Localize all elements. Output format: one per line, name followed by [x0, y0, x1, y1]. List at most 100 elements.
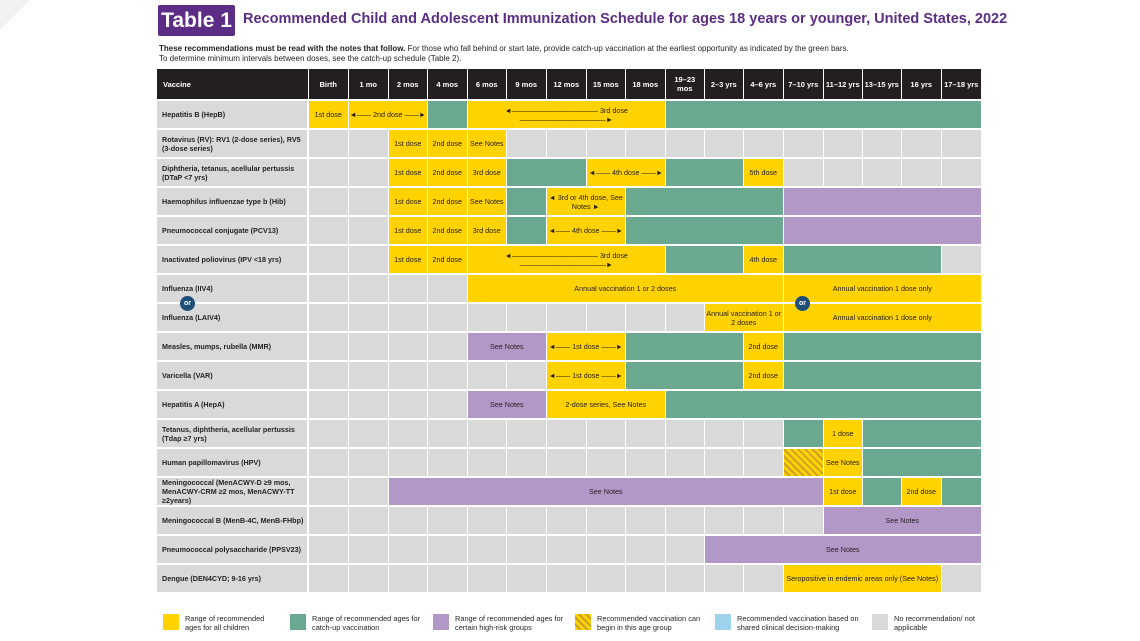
column-header: 9 mos	[507, 69, 546, 99]
legend-swatch	[433, 614, 449, 630]
legend-swatch	[715, 614, 731, 630]
schedule-bar	[626, 333, 743, 360]
empty-cell	[863, 159, 901, 186]
schedule-bar: See Notes	[824, 507, 981, 534]
schedule-bar: See Notes	[468, 130, 506, 157]
empty-cell	[349, 333, 388, 360]
empty-cell	[309, 188, 348, 215]
schedule-bar: 2nd dose	[428, 159, 467, 186]
empty-cell	[389, 565, 427, 592]
column-header: 7–10 yrs	[784, 69, 823, 99]
schedule-bar: ◄ 3rd or 4th dose, See Notes ►	[547, 188, 625, 215]
schedule-bar	[784, 333, 981, 360]
schedule-bar: 1st dose	[824, 478, 862, 505]
empty-cell	[349, 507, 388, 534]
schedule-bar	[863, 478, 901, 505]
row-label: Pneumococcal polysaccharide (PPSV23)	[157, 536, 307, 563]
row-label: Pneumococcal conjugate (PCV13)	[157, 217, 307, 244]
or-marker: or	[795, 296, 810, 311]
row-label: Hepatitis A (HepA)	[157, 391, 307, 418]
schedule-bar	[428, 101, 467, 128]
empty-cell	[349, 275, 388, 302]
empty-cell	[428, 449, 467, 476]
empty-cell	[666, 420, 704, 447]
empty-cell	[942, 130, 981, 157]
column-header: 2 mos	[389, 69, 427, 99]
empty-cell	[349, 130, 388, 157]
empty-cell	[547, 304, 586, 331]
empty-cell	[428, 420, 467, 447]
schedule-bar	[507, 188, 546, 215]
legend-swatch	[290, 614, 306, 630]
empty-cell	[309, 449, 348, 476]
column-header: 15 mos	[587, 69, 625, 99]
schedule-bar: Seropositive in endemic areas only (See …	[784, 565, 941, 592]
legend-swatch	[163, 614, 179, 630]
empty-cell	[507, 304, 546, 331]
schedule-bar	[942, 478, 981, 505]
legend-item: Range of recommended ages for all childr…	[163, 614, 282, 632]
empty-cell	[942, 565, 981, 592]
empty-cell	[349, 391, 388, 418]
empty-cell	[349, 565, 388, 592]
schedule-bar: 1st dose	[389, 217, 427, 244]
empty-cell	[309, 478, 348, 505]
schedule-bar	[507, 159, 586, 186]
row-label: Measles, mumps, rubella (MMR)	[157, 333, 307, 360]
empty-cell	[744, 449, 783, 476]
legend-item: Range of recommended ages for catch-up v…	[290, 614, 425, 632]
schedule-bar	[507, 217, 546, 244]
intro-line2: To determine minimum intervals between d…	[159, 54, 462, 63]
empty-cell	[666, 304, 704, 331]
empty-cell	[666, 536, 704, 563]
row-label: Human papillomavirus (HPV)	[157, 449, 307, 476]
empty-cell	[587, 420, 625, 447]
empty-cell	[507, 507, 546, 534]
empty-cell	[784, 130, 823, 157]
empty-cell	[626, 304, 665, 331]
schedule-bar	[784, 246, 941, 273]
empty-cell	[349, 188, 388, 215]
empty-cell	[507, 130, 546, 157]
schedule-bar: Annual vaccination 1 or 2 doses	[468, 275, 783, 302]
empty-cell	[705, 420, 743, 447]
legend-swatch	[872, 614, 888, 630]
legend-item: Range of recommended ages for certain hi…	[433, 614, 567, 632]
empty-cell	[309, 275, 348, 302]
schedule-bar: 2nd dose	[744, 333, 783, 360]
empty-cell	[468, 449, 506, 476]
schedule-bar: 2nd dose	[428, 188, 467, 215]
schedule-bar	[784, 449, 823, 476]
column-header: 4 mos	[428, 69, 467, 99]
schedule-table: Vaccine Birth 1 mo 2 mos 4 mos 6 mos 9 mos 12 m…	[157, 69, 982, 605]
column-header: 17–18 yrs	[942, 69, 981, 99]
row-label: Haemophilus influenzae type b (Hib)	[157, 188, 307, 215]
empty-cell	[309, 362, 348, 389]
schedule-bar: ◄—— 2nd dose ——►	[349, 101, 427, 128]
schedule-bar: Annual vaccination 1 dose only	[784, 275, 981, 302]
empty-cell	[547, 420, 586, 447]
empty-cell	[349, 420, 388, 447]
empty-cell	[309, 565, 348, 592]
schedule-bar: 1st dose	[389, 188, 427, 215]
row-label: Meningococcal B (MenB-4C, MenB-FHbp)	[157, 507, 307, 534]
schedule-bar: 4th dose	[744, 246, 783, 273]
schedule-bar: ◄———————————— 3rd dose ————————————►	[468, 101, 665, 128]
empty-cell	[547, 565, 586, 592]
row-label: Varicella (VAR)	[157, 362, 307, 389]
legend-text: Range of recommended ages for catch-up v…	[312, 614, 421, 632]
schedule-bar: 1st dose	[389, 246, 427, 273]
empty-cell	[587, 536, 625, 563]
empty-cell	[784, 159, 823, 186]
column-header: 12 mos	[547, 69, 586, 99]
empty-cell	[468, 565, 506, 592]
empty-cell	[428, 536, 467, 563]
empty-cell	[428, 304, 467, 331]
empty-cell	[507, 536, 546, 563]
legend-text: Recommended vaccination based on shared …	[737, 614, 859, 632]
empty-cell	[468, 507, 506, 534]
schedule-bar: 1 dose	[824, 420, 862, 447]
schedule-bar: ◄—— 4th dose ——►	[587, 159, 665, 186]
empty-cell	[666, 130, 704, 157]
empty-cell	[349, 449, 388, 476]
